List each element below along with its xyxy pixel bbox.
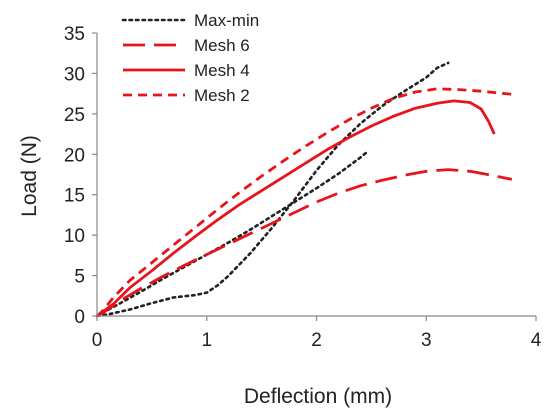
y-tick-label: 5 — [74, 267, 85, 288]
x-axis-title: Deflection (mm) — [244, 385, 392, 408]
plot-lines — [95, 61, 515, 318]
y-tick-label: 35 — [64, 24, 85, 45]
axes: 0 1 2 3 4 0 5 10 15 20 25 30 35 — [64, 24, 542, 351]
legend-label: Mesh 6 — [194, 36, 250, 55]
series-max-min-line-2 — [95, 149, 370, 318]
legend: Max-min Mesh 6 Mesh 4 Mesh 2 — [121, 11, 259, 105]
x-tick-label: 2 — [311, 330, 322, 351]
series-mesh-2-line-1 — [96, 87, 515, 318]
y-tick-label: 30 — [64, 64, 85, 85]
legend-label: Mesh 4 — [194, 61, 250, 80]
legend-label: Mesh 2 — [194, 86, 250, 105]
series-max-min-line-1 — [95, 61, 450, 318]
y-tick-label: 25 — [64, 105, 85, 126]
y-tick-label: 15 — [64, 186, 85, 207]
legend-label: Max-min — [194, 11, 259, 30]
series-mesh-4-line-1 — [96, 99, 496, 318]
y-tick-label: 20 — [64, 145, 85, 166]
series-mesh-6-line-1 — [96, 168, 513, 318]
x-tick-label: 3 — [421, 330, 432, 351]
x-tick-label: 1 — [201, 330, 212, 351]
x-tick-label: 0 — [92, 330, 103, 351]
y-tick-label: 10 — [64, 226, 85, 247]
x-tick-label: 4 — [531, 330, 542, 351]
y-axis-title: Load (N) — [18, 135, 41, 217]
y-tick-label: 0 — [74, 307, 85, 328]
